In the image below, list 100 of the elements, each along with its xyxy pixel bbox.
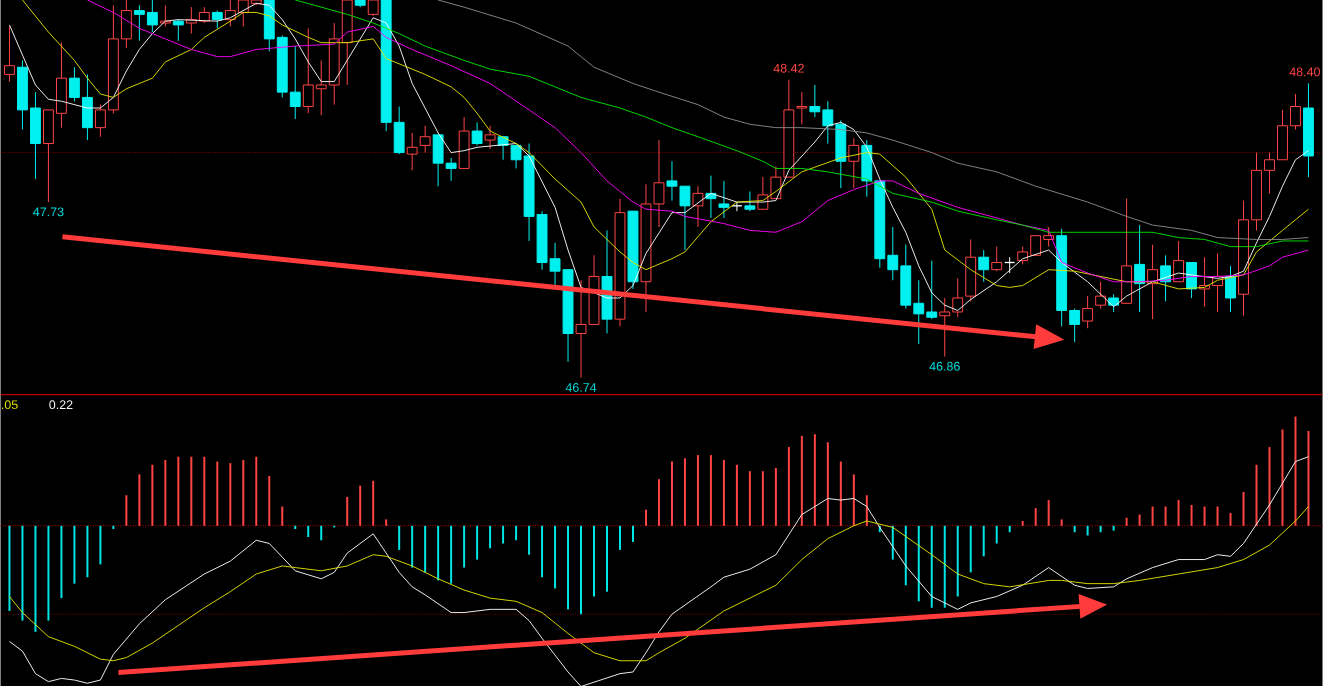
bar — [34, 525, 37, 632]
bar — [683, 458, 686, 526]
bar — [8, 525, 11, 611]
bar — [852, 474, 855, 526]
candlestick — [809, 84, 821, 118]
candlestick — [796, 91, 808, 125]
bar — [1008, 525, 1011, 532]
bar — [969, 525, 972, 573]
candlestick — [484, 125, 496, 150]
bar — [307, 525, 310, 537]
bar — [1073, 525, 1076, 532]
bar — [735, 464, 738, 526]
bar — [1281, 429, 1284, 526]
bar — [943, 525, 946, 608]
candlestick — [68, 66, 80, 102]
bar — [398, 525, 401, 550]
candlestick — [848, 137, 860, 189]
bar — [1294, 416, 1297, 526]
candlestick — [1225, 265, 1236, 313]
bar — [320, 525, 323, 541]
bar — [813, 433, 816, 526]
bar — [1268, 446, 1271, 526]
candlestick — [146, 0, 158, 33]
bar — [1229, 512, 1232, 526]
bar — [346, 496, 349, 526]
candlestick — [1264, 151, 1275, 194]
candlestick — [4, 25, 15, 82]
bar — [177, 456, 180, 526]
candlestick — [1043, 226, 1055, 247]
bar — [995, 525, 998, 544]
bar — [437, 525, 440, 581]
bar — [385, 519, 388, 526]
bar — [411, 525, 414, 568]
candlestick — [692, 185, 704, 228]
bar — [268, 475, 271, 526]
candlestick — [315, 59, 327, 116]
candlestick — [991, 245, 1003, 272]
candlestick — [289, 45, 301, 120]
bar — [1112, 525, 1115, 531]
bar — [748, 470, 751, 526]
bar — [515, 525, 518, 541]
bar — [930, 525, 933, 608]
bar — [593, 525, 596, 597]
candlestick — [94, 103, 106, 137]
candlestick — [1030, 234, 1042, 256]
bar — [709, 454, 712, 526]
candlestick — [978, 249, 990, 283]
annotation: 47.73 — [33, 207, 64, 217]
candlestick — [952, 277, 964, 318]
bar — [359, 485, 362, 526]
annotation: 48.40 — [1289, 67, 1320, 77]
bar — [125, 495, 128, 526]
annotation: 46.74 — [565, 382, 597, 392]
bar — [489, 525, 492, 549]
bar — [1164, 506, 1167, 526]
bar — [696, 454, 699, 526]
bar — [229, 462, 232, 526]
text: .05 — [1, 400, 18, 409]
bar — [138, 474, 141, 526]
bar — [47, 525, 50, 621]
bar — [1242, 491, 1245, 526]
candlestick — [1082, 295, 1094, 329]
candlestick — [1134, 224, 1146, 313]
bar — [657, 478, 660, 526]
bar — [1086, 525, 1089, 536]
bar — [904, 525, 907, 586]
bar — [1125, 517, 1128, 526]
bar — [956, 525, 959, 597]
bar — [1047, 499, 1050, 526]
bar — [1307, 430, 1310, 526]
annotation: 48.42 — [773, 63, 804, 73]
bar — [281, 506, 284, 526]
candlestick — [731, 201, 743, 212]
candlestick — [913, 279, 925, 345]
bar — [619, 525, 621, 550]
bar — [1203, 506, 1206, 526]
bar — [21, 525, 24, 621]
candlestick — [926, 259, 938, 320]
bar — [982, 525, 985, 557]
candlestick — [406, 132, 418, 171]
candlestick — [445, 157, 457, 182]
bar — [631, 525, 634, 542]
bar — [1255, 464, 1258, 526]
bar — [787, 446, 790, 526]
bar — [917, 525, 920, 602]
bar — [1021, 520, 1024, 526]
bar — [476, 525, 479, 560]
candlestick — [471, 121, 483, 146]
bar — [216, 461, 219, 526]
candlestick — [419, 125, 431, 153]
candlestick — [1290, 93, 1301, 130]
candlestick — [744, 190, 756, 212]
bar — [826, 442, 829, 526]
bar — [151, 464, 154, 526]
text: 0.22 — [49, 400, 73, 409]
bar — [424, 525, 427, 573]
bar — [450, 525, 453, 584]
candlestick — [1095, 281, 1107, 309]
candlestick — [822, 100, 834, 144]
bar — [722, 459, 725, 526]
